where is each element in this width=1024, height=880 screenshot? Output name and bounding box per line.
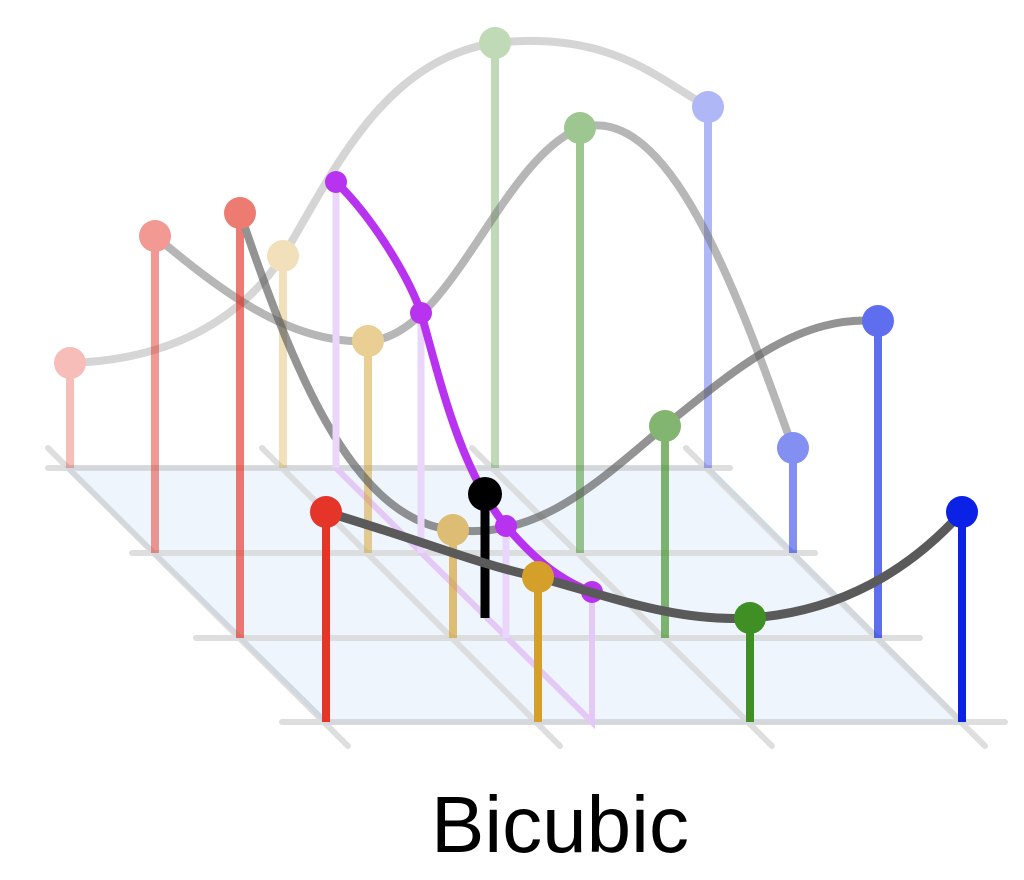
front-row-curve (321, 507, 967, 623)
back-row (54, 27, 724, 468)
interp-column (325, 171, 603, 638)
back-row-curve (66, 36, 712, 367)
result-point (468, 477, 502, 618)
front-row (310, 496, 978, 722)
interp-curve (332, 178, 596, 596)
grid-lines (45, 445, 1008, 749)
caption: Bicubic (431, 780, 689, 869)
grid-plane-fill (61, 465, 969, 725)
third-row (224, 197, 894, 638)
third-row-curve (236, 209, 882, 536)
grid-plane (45, 445, 1008, 749)
